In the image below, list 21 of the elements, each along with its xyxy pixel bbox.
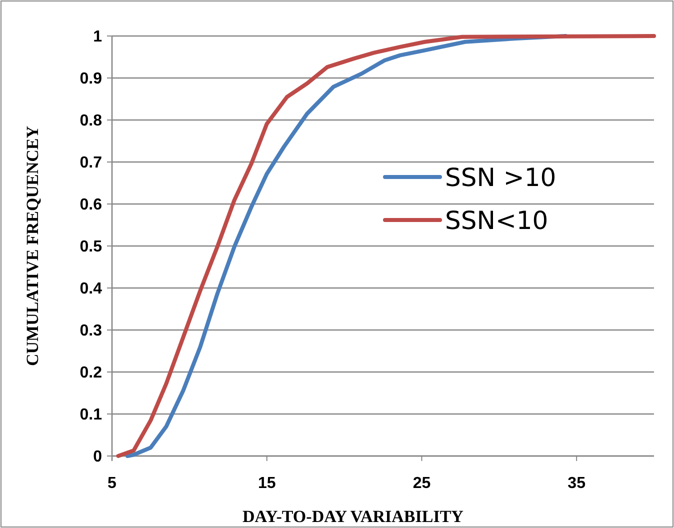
y-axis-title: CUMULATIVE FREQUENCEY bbox=[23, 126, 42, 366]
x-axis-title: DAY-TO-DAY VARIABILITY bbox=[242, 507, 464, 526]
x-tick-label: 15 bbox=[258, 475, 276, 492]
y-tick-label: 0.2 bbox=[80, 364, 102, 382]
legend-label: SSN >10 bbox=[445, 162, 556, 192]
line-series bbox=[125, 34, 568, 458]
y-tick-label: 0.5 bbox=[80, 238, 102, 256]
y-tick-label: 0.4 bbox=[80, 280, 102, 298]
x-tick-label: 35 bbox=[568, 475, 586, 492]
y-tick-label: 0 bbox=[93, 448, 102, 466]
x-tick-label: 5 bbox=[108, 475, 117, 492]
y-tick-label: 0.7 bbox=[80, 154, 102, 172]
y-tick-label: 0.8 bbox=[80, 112, 102, 130]
x-tick-label: 25 bbox=[412, 475, 431, 492]
y-tick-label: 0.9 bbox=[80, 70, 102, 88]
legend-label: SSN<10 bbox=[445, 206, 548, 235]
y-tick-label: 0.6 bbox=[80, 196, 102, 214]
y-tick-label: 1 bbox=[93, 28, 102, 46]
y-tick-label: 0.3 bbox=[80, 322, 102, 340]
y-tick-label: 0.1 bbox=[80, 406, 102, 424]
line-series bbox=[116, 34, 656, 458]
